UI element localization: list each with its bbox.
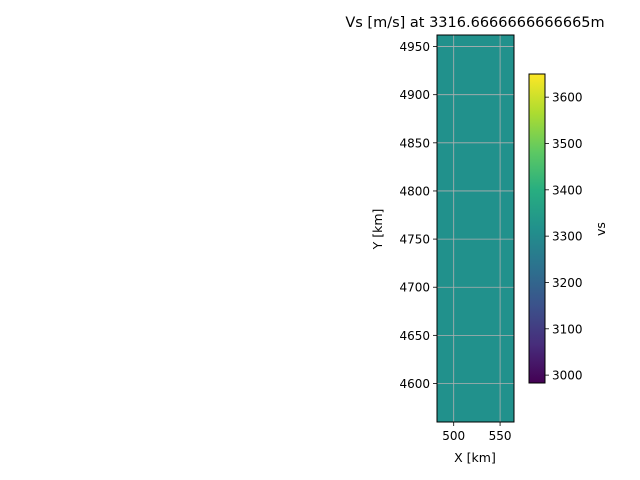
grid-lines (437, 35, 514, 422)
chart-title: Vs [m/s] at 3316.6666666666665m (345, 15, 604, 31)
colorbar-tick-label: 3300 (552, 230, 583, 244)
heatmap-field (437, 35, 514, 422)
colorbar-ticks: 3000 3100 3200 3300 3400 3500 3600 (545, 91, 583, 383)
colorbar-tick-label: 3500 (552, 137, 583, 151)
y-tick-label: 4750 (399, 233, 430, 247)
x-axis-label: X [km] (454, 450, 496, 465)
x-axis-ticks: 500 550 (442, 422, 512, 443)
y-tick-label: 4800 (399, 184, 430, 198)
y-tick-label: 4850 (399, 136, 430, 150)
y-axis-ticks: 4600 4650 4700 4750 4800 4850 4900 4950 (399, 40, 437, 391)
plot-area-frame (436, 34, 515, 423)
x-tick-label: 550 (489, 429, 512, 443)
y-tick-label: 4600 (399, 377, 430, 391)
y-tick-label: 4650 (399, 329, 430, 343)
y-tick-label: 4950 (399, 40, 430, 54)
colorbar-tick-label: 3000 (552, 369, 583, 383)
colorbar-tick-label: 3600 (552, 91, 583, 105)
colorbar-tick-label: 3200 (552, 276, 583, 290)
y-tick-label: 4700 (399, 281, 430, 295)
colorbar-label: vs (593, 222, 608, 236)
colorbar-tick-label: 3100 (552, 322, 583, 336)
x-tick-label: 500 (442, 429, 465, 443)
colorbar (528, 73, 546, 384)
y-axis-label: Y [km] (370, 209, 385, 251)
y-tick-label: 4900 (399, 88, 430, 102)
colorbar-tick-label: 3400 (552, 183, 583, 197)
